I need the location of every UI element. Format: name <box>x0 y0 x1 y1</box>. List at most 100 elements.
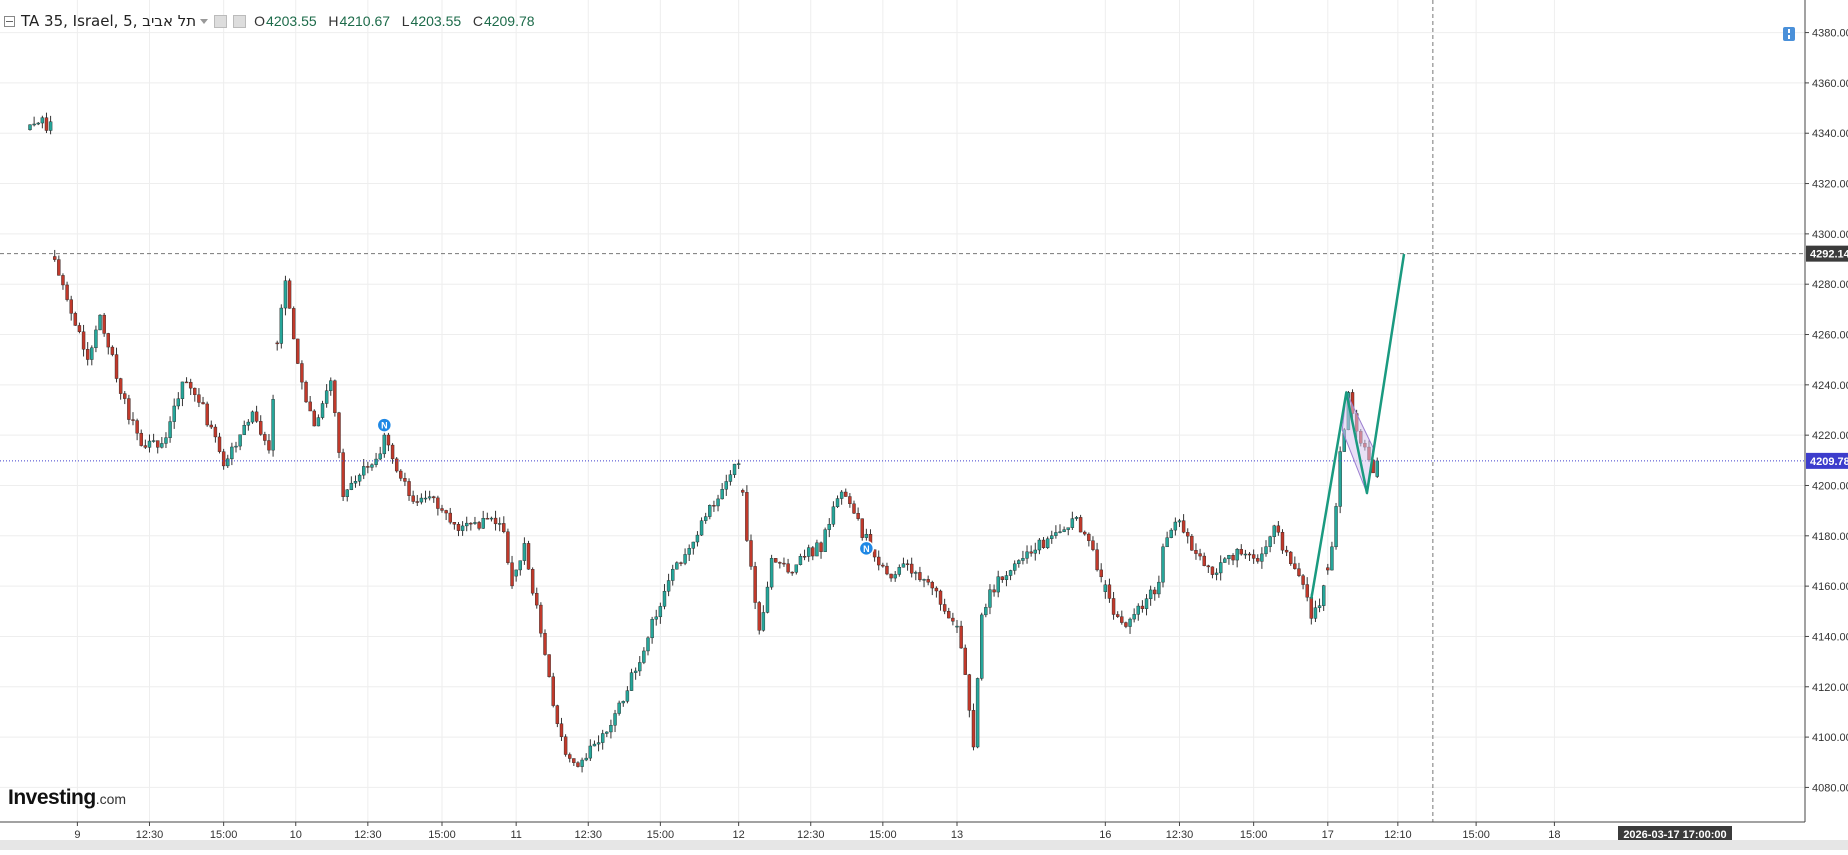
time-axis-label: 12:30 <box>1166 829 1194 841</box>
candle-down <box>403 478 407 482</box>
candle-down <box>502 523 506 533</box>
collapse-legend-icon[interactable] <box>4 15 15 27</box>
candle-down <box>778 562 782 564</box>
auto-scale-icon[interactable] <box>1783 27 1795 41</box>
visibility-toggle-icon[interactable] <box>214 14 228 28</box>
candle-up <box>36 122 40 125</box>
candle-up <box>584 757 588 761</box>
candle-up <box>893 574 897 579</box>
candle-up <box>151 440 156 442</box>
open-label: O <box>254 13 266 29</box>
candle-up <box>794 564 799 573</box>
candle-up <box>901 563 906 568</box>
low-value: 4203.55 <box>410 13 462 29</box>
candle-up <box>827 524 831 530</box>
brand-suffix: .com <box>95 791 127 807</box>
candle-up <box>522 543 527 561</box>
candle-down <box>926 579 930 583</box>
candle-down <box>131 419 135 421</box>
candle-down <box>844 491 848 497</box>
candle-up <box>646 637 650 652</box>
candle-up <box>1334 506 1338 548</box>
candle-up <box>1223 558 1227 563</box>
price-axis-label: 4260.00 <box>1812 330 1848 342</box>
candle-down <box>118 378 123 394</box>
price-axis-label: 4100.00 <box>1812 732 1848 744</box>
candle-down <box>757 602 761 631</box>
candle-up <box>1136 605 1140 615</box>
time-axis-label: 12:30 <box>574 829 602 841</box>
symbol-label[interactable]: TA 35, Israel, 5, תל אביב <box>21 12 197 30</box>
chevron-down-icon[interactable] <box>200 18 209 24</box>
candle-down <box>909 563 914 574</box>
candle-up <box>675 562 679 570</box>
candle-down <box>1095 549 1099 571</box>
candle-up <box>349 482 354 491</box>
candle-up <box>662 591 667 607</box>
candle-down <box>576 762 580 767</box>
candle-down <box>1091 540 1095 550</box>
candle-down <box>399 470 403 479</box>
candle-up <box>481 518 485 529</box>
candle-up <box>765 586 770 613</box>
candle-down <box>366 466 370 468</box>
gear-icon[interactable] <box>233 14 247 28</box>
candle-up <box>489 517 494 520</box>
candle-up <box>588 745 593 759</box>
candle-down <box>877 556 881 566</box>
candle-down <box>1239 549 1243 555</box>
candle-down <box>786 563 790 573</box>
time-axis-label: 15:00 <box>428 829 456 841</box>
candle-down <box>308 401 312 412</box>
time-axis-label: 12:30 <box>797 829 825 841</box>
time-axis-label: 17 <box>1322 829 1334 841</box>
candle-up <box>1103 584 1108 592</box>
candle-down <box>539 604 543 634</box>
price-axis-label: 4180.00 <box>1812 531 1848 543</box>
candle-down <box>440 508 444 511</box>
price-axis-label: 4080.00 <box>1812 782 1848 794</box>
candle-up <box>48 121 53 131</box>
candle-down <box>1305 584 1309 598</box>
time-axis-label: 15:00 <box>869 829 897 841</box>
candle-up <box>1330 546 1334 571</box>
trend-line-drawing <box>1310 253 1406 599</box>
brand-name: Investing <box>8 786 96 809</box>
candle-down <box>872 549 877 558</box>
candle-down <box>905 563 910 565</box>
candle-up <box>357 474 362 482</box>
time-axis-label: 15:00 <box>1462 829 1490 841</box>
candle-down <box>885 565 889 575</box>
candle-up <box>666 580 671 592</box>
candle-up <box>378 453 382 460</box>
candles-group <box>28 112 1379 773</box>
candle-down <box>201 402 205 405</box>
time-axis-label: 12:30 <box>354 829 382 841</box>
candle-down <box>971 710 976 748</box>
candle-up <box>724 481 728 490</box>
candle-up <box>996 576 1000 593</box>
candle-up <box>638 662 642 672</box>
candle-down <box>291 308 296 340</box>
candle-down <box>300 363 304 383</box>
candle-down <box>563 736 568 755</box>
candle-down <box>304 381 308 403</box>
candle-up <box>1058 531 1062 533</box>
candle-up <box>1017 560 1021 565</box>
candle-down <box>1120 616 1124 623</box>
candle-up <box>708 505 712 517</box>
candle-down <box>963 647 967 675</box>
candle-down <box>790 571 794 574</box>
candle-down <box>61 275 65 286</box>
candle-up <box>423 497 428 500</box>
candle-up <box>761 612 766 631</box>
candle-up <box>1177 520 1182 523</box>
candle-down <box>485 518 490 520</box>
candle-down <box>44 117 49 131</box>
candle-up <box>897 567 902 575</box>
candle-down <box>547 654 551 677</box>
candle-down <box>1140 605 1145 609</box>
candle-up <box>1025 551 1029 559</box>
